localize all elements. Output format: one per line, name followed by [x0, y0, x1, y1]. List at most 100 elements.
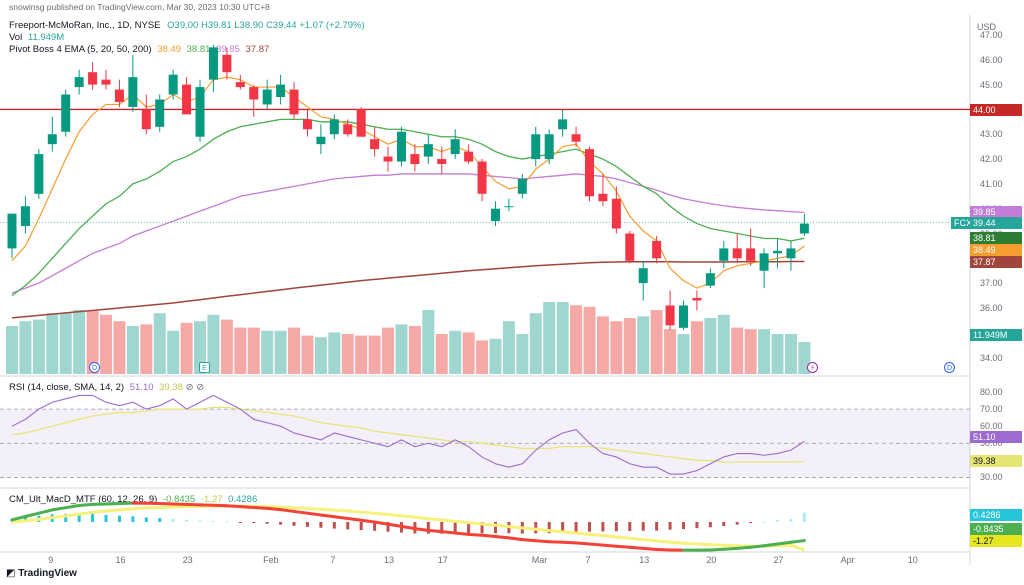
volume-bar — [623, 318, 636, 374]
volume-bar — [784, 334, 797, 374]
macd-histogram-bar — [467, 522, 471, 534]
tradingview-logo[interactable]: ◩ TradingView — [6, 568, 77, 579]
volume-bar — [301, 335, 314, 374]
candle-body — [504, 206, 514, 208]
ema5-line — [11, 76, 805, 289]
macd-histogram-bar — [131, 516, 135, 522]
macd-histogram-bar — [77, 513, 81, 522]
rsi-axis-label: 30.00 — [980, 472, 1003, 483]
macd-signal-line — [11, 504, 805, 552]
ema50-price-tag: 39.85 — [970, 206, 1022, 218]
volume-bar — [59, 313, 72, 374]
pivot-label[interactable]: Pivot Boss 4 EMA (5, 20, 50, 200) — [9, 44, 152, 55]
time-axis-label: Mar — [531, 555, 548, 565]
macd-line-segment — [413, 527, 430, 532]
candle-body — [450, 139, 460, 155]
macd-tag-2: -0.8435 — [970, 523, 1022, 535]
volume-bar — [234, 327, 247, 374]
macd-histogram-bar — [117, 515, 121, 522]
volume-bar — [476, 340, 489, 374]
candle-body — [719, 248, 729, 261]
macd-histogram-bar — [238, 522, 242, 523]
dividend-event-icon[interactable]: D — [89, 362, 100, 373]
price-axis-label: 45.00 — [980, 79, 1003, 90]
earnings-event-icon[interactable]: E — [199, 362, 210, 373]
macd-line-segment — [762, 542, 780, 548]
candle-body — [786, 248, 796, 259]
candle-body — [61, 94, 71, 132]
candle-body — [128, 77, 138, 107]
volume-bar — [489, 338, 502, 374]
macd-histogram-bar — [547, 522, 551, 534]
volume-bar — [704, 318, 717, 374]
macd-histogram-bar — [682, 522, 685, 530]
candle-body — [141, 109, 151, 130]
volume-value: 11.949M — [27, 32, 65, 43]
time-axis-label: 13 — [384, 555, 395, 565]
volume-bar — [274, 330, 287, 374]
macd-histogram-bar — [319, 522, 323, 528]
macd-histogram-bar — [480, 522, 484, 534]
pivot-legend: Pivot Boss 4 EMA (5, 20, 50, 200) 38.49 … — [9, 44, 269, 55]
macd-line-segment — [440, 530, 457, 535]
price-axis-label: 37.00 — [980, 278, 1003, 289]
macd-value-3: 0.4286 — [228, 494, 258, 505]
macd-histogram-bar — [776, 520, 780, 522]
macd-histogram-bar — [144, 517, 148, 522]
macd-histogram-bar — [171, 518, 175, 522]
volume-bar — [717, 314, 730, 374]
pivot-value-ema50: 39.85 — [216, 44, 240, 55]
volume-bar — [435, 334, 448, 374]
volume-label[interactable]: Vol — [9, 32, 23, 43]
volume-bar — [180, 322, 193, 374]
currency-label: USD — [977, 22, 997, 32]
macd-label[interactable]: CM_Ult_MacD_MTF (60, 12, 26, 9) — [9, 494, 158, 505]
candle-body — [343, 124, 353, 135]
symbol-tag: FCX — [951, 217, 975, 229]
published-note: snowinsg published on TradingView.com, M… — [9, 2, 270, 12]
macd-line-segment — [534, 539, 551, 544]
rsi-value: 51.10 — [129, 382, 154, 393]
volume-bar — [758, 329, 771, 374]
pivot-value-ema20: 38.81 — [186, 44, 211, 55]
macd-histogram-bar — [695, 522, 699, 529]
volume-bar — [341, 334, 354, 374]
candle-body — [20, 206, 30, 227]
volume-bar — [462, 332, 475, 374]
macd-histogram-bar — [252, 522, 256, 524]
time-axis-label: Feb — [263, 555, 279, 565]
time-axis-label: 20 — [706, 555, 717, 565]
candle-body — [7, 213, 17, 249]
symbol-title[interactable]: Freeport-McMoRan, Inc., 1D, NYSE — [9, 20, 161, 31]
macd-tag-3: -1.27 — [970, 535, 1022, 547]
macd-line-segment — [346, 516, 363, 522]
candle-body — [329, 119, 339, 135]
macd-line-segment — [587, 542, 605, 547]
macd-line-segment — [64, 504, 81, 510]
macd-line-segment — [708, 547, 726, 552]
macd-histogram-bar — [749, 522, 753, 524]
rsi-legend: RSI (14, close, SMA, 14, 2) 51.10 39.38 … — [9, 382, 204, 393]
rsi-label[interactable]: RSI (14, close, SMA, 14, 2) — [9, 382, 125, 393]
macd-line-segment — [359, 518, 377, 524]
time-axis-label: 10 — [907, 555, 918, 565]
volume-legend: Vol 11.949M — [9, 32, 64, 43]
macd-line-segment — [601, 543, 618, 548]
candle-body — [168, 74, 178, 95]
split-event-icon[interactable]: ⚡ — [807, 362, 818, 373]
candle-body — [746, 248, 756, 261]
dividend-event-icon-2[interactable]: D — [944, 362, 955, 373]
macd-line-segment — [37, 508, 54, 515]
candle-body — [235, 82, 245, 88]
macd-histogram-bar — [453, 522, 457, 534]
macd-line-segment — [225, 504, 242, 509]
volume-bar — [140, 324, 153, 374]
macd-line-segment — [641, 546, 659, 551]
macd-line-segment — [319, 513, 336, 519]
macd-histogram-bar — [628, 522, 632, 532]
volume-bar — [261, 330, 274, 374]
candle-body — [262, 89, 272, 105]
price-axis-label: 42.00 — [980, 154, 1003, 165]
macd-histogram-bar — [668, 522, 672, 530]
